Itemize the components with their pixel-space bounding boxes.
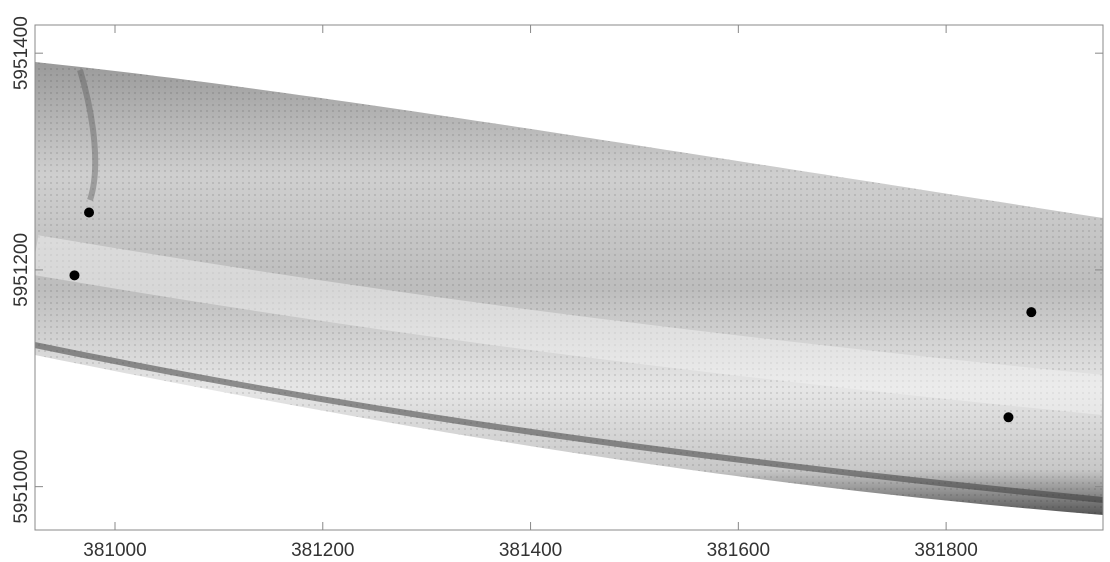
x-tick-label: 381000 bbox=[83, 540, 146, 561]
y-tick-label: 5951000 bbox=[11, 450, 32, 524]
survey-point bbox=[84, 207, 94, 217]
x-tick-label: 381600 bbox=[707, 540, 770, 561]
x-tick-label: 381200 bbox=[291, 540, 354, 561]
y-tick-label: 5951400 bbox=[11, 16, 32, 90]
x-tick-label: 381800 bbox=[914, 540, 977, 561]
sonar-backdrop bbox=[35, 62, 1103, 515]
y-tick-label: 5951200 bbox=[11, 233, 32, 307]
map-chart: 381000 381200 381400 381600 381800 5951000 595… bbox=[0, 0, 1110, 562]
survey-point bbox=[1003, 412, 1013, 422]
x-tick-label: 381400 bbox=[499, 540, 562, 561]
survey-point bbox=[69, 270, 79, 280]
survey-point bbox=[1026, 307, 1036, 317]
